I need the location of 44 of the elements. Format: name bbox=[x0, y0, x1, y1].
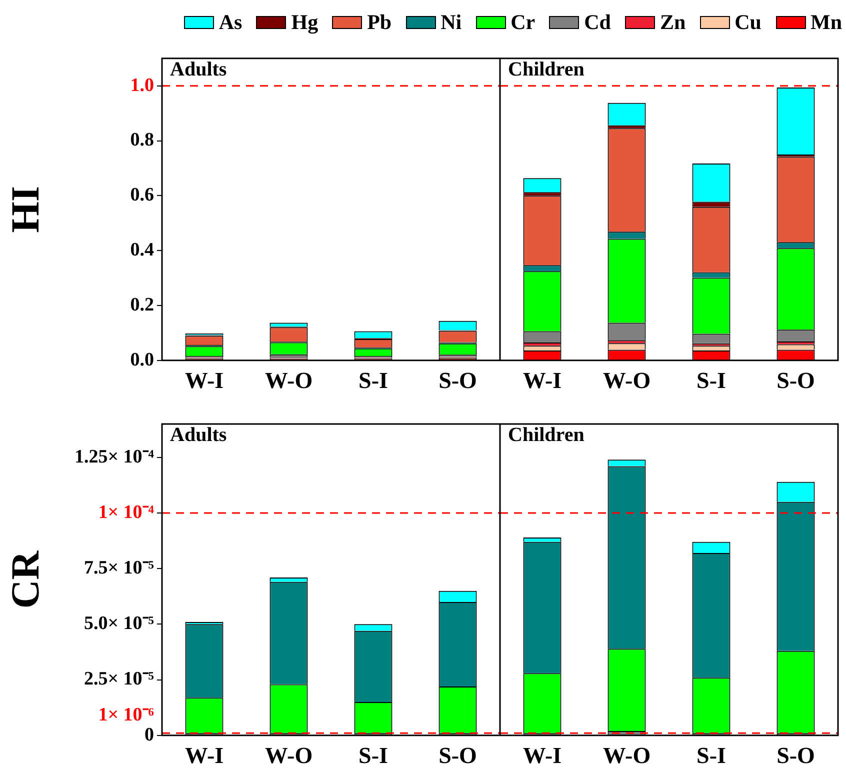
legend-label: Zn bbox=[660, 10, 686, 34]
y-tick-label: 0.8 bbox=[130, 130, 154, 151]
y-tick-label: 0.2 bbox=[130, 294, 154, 316]
annotation: Children bbox=[508, 58, 584, 81]
y-tick-label: 0.6 bbox=[130, 184, 154, 206]
legend-label: Pb bbox=[367, 10, 392, 34]
x-tick-label: W-I bbox=[184, 743, 224, 768]
x-tick-label: S-I bbox=[696, 743, 726, 768]
y-tick-label: 1.0 bbox=[130, 74, 154, 96]
legend-label: Mn bbox=[810, 10, 842, 34]
x-tick-label: W-I bbox=[522, 743, 562, 768]
x-tick-label: W-O bbox=[264, 368, 313, 394]
legend-label: Hg bbox=[291, 10, 318, 34]
x-tick-label: W-I bbox=[522, 368, 562, 394]
legend-label: Cr bbox=[510, 10, 536, 34]
y-tick-label: 0 bbox=[144, 724, 154, 746]
x-tick-label: W-O bbox=[602, 368, 651, 394]
x-tick-label: S-I bbox=[696, 368, 726, 394]
x-tick-label: S-I bbox=[358, 743, 388, 768]
x-tick-label: W-O bbox=[264, 743, 313, 768]
y-tick-label: 1.25× 10⁻⁴ bbox=[74, 446, 154, 468]
annotation: Children bbox=[508, 424, 584, 446]
y-tick-label: 7.5× 10⁻⁵ bbox=[84, 557, 154, 578]
x-tick-label: S-O bbox=[776, 368, 815, 394]
y-axis-title: HI bbox=[2, 186, 48, 233]
y-axis-title: CR bbox=[2, 550, 48, 609]
x-tick-label: S-I bbox=[358, 368, 388, 394]
y-tick-label: 0.4 bbox=[130, 239, 154, 260]
x-tick-label: W-I bbox=[184, 368, 224, 394]
legend-label: Cu bbox=[734, 10, 762, 34]
x-tick-label: S-O bbox=[438, 368, 477, 394]
y-tick-label: 0.0 bbox=[130, 349, 154, 370]
ref-line-label: 1× 10⁻⁶ bbox=[98, 704, 154, 726]
legend-label: As bbox=[218, 10, 242, 34]
legend-label: Cd bbox=[584, 10, 611, 34]
y-tick-label: 1× 10⁻⁴ bbox=[98, 502, 154, 523]
annotation: Adults bbox=[170, 58, 227, 81]
y-tick-label: 5.0× 10⁻⁵ bbox=[84, 613, 154, 634]
x-tick-label: S-O bbox=[438, 743, 477, 768]
legend-label: Ni bbox=[440, 10, 462, 34]
y-tick-label: 2.5× 10⁻⁵ bbox=[84, 668, 154, 690]
annotation: Adults bbox=[170, 424, 227, 446]
x-tick-label: W-O bbox=[602, 743, 651, 768]
x-tick-label: S-O bbox=[776, 743, 815, 768]
